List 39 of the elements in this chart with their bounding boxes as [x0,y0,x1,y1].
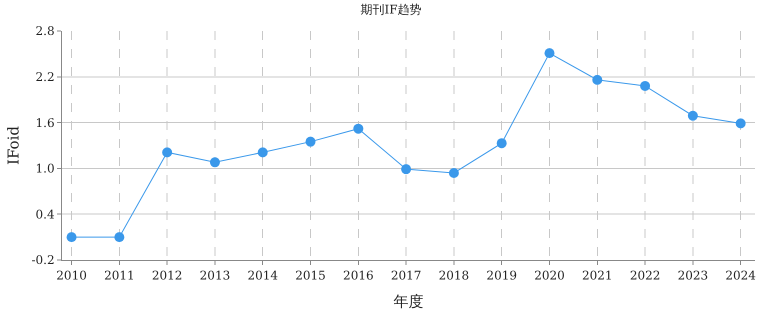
point [544,48,554,58]
x-tick-label: 2019 [486,268,517,282]
point [592,74,602,85]
point [210,157,220,168]
x-tick-label: 2023 [678,268,708,282]
y-tick-label: 1.0 [36,162,55,176]
point [688,110,698,121]
x-tick-label: 2010 [56,268,87,282]
point [496,138,507,148]
point [736,118,746,128]
x-tick-label: 2018 [438,268,470,282]
x-tick-label: 2012 [152,268,182,282]
x-tick-label: 2017 [390,268,422,282]
point [258,147,268,158]
x-tick-label: 2014 [247,268,278,282]
point [353,124,364,134]
point [114,232,124,242]
point [401,164,412,174]
point [66,232,77,242]
chart-title: 期刊IF趋势 [360,2,422,16]
y-axis-title: IFoid [4,126,23,165]
x-tick-label: 2016 [343,268,374,282]
point [306,136,316,147]
y-tick-label: -0.2 [31,253,55,268]
x-tick-label: 2013 [200,268,230,282]
point [448,168,459,178]
y-tick-label: 2.2 [36,70,55,84]
x-tick-label: 2011 [104,268,135,282]
point [640,80,650,91]
x-tick-label: 2021 [582,268,613,282]
x-tick-label: 2022 [630,268,660,282]
x-tick-label: 2020 [534,268,565,282]
x-tick-label: 2024 [725,268,756,282]
x-axis-title: 年度 [394,292,424,310]
y-tick-label: 1.6 [36,116,55,130]
x-tick-label: 2015 [295,268,326,282]
y-tick-label: 2.8 [36,24,55,38]
point [162,147,172,158]
y-tick-label: 0.4 [36,207,55,222]
